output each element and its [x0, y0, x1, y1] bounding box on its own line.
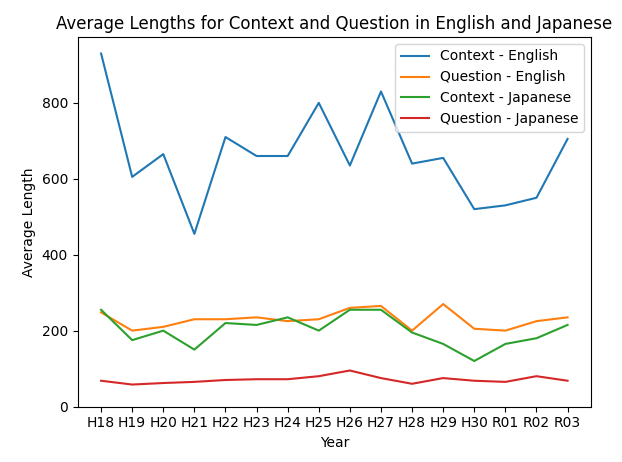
- Line: Context - English: Context - English: [101, 54, 567, 234]
- Context - Japanese: [346, 307, 353, 312]
- Question - Japanese: [408, 381, 415, 387]
- Question - Japanese: [129, 382, 136, 387]
- Question - Japanese: [97, 378, 104, 383]
- Question - Japanese: [253, 377, 260, 382]
- Question - Japanese: [532, 373, 540, 379]
- Question - Japanese: [377, 375, 384, 381]
- Question - Japanese: [501, 379, 509, 385]
- Line: Question - English: Question - English: [101, 304, 567, 331]
- Question - Japanese: [564, 378, 571, 383]
- Context - English: [253, 153, 260, 159]
- Context - Japanese: [408, 330, 415, 335]
- Question - English: [408, 328, 415, 334]
- Context - English: [190, 231, 198, 237]
- Context - Japanese: [97, 307, 104, 312]
- Question - English: [97, 310, 104, 315]
- Context - English: [501, 203, 509, 208]
- Question - Japanese: [221, 377, 229, 383]
- X-axis label: Year: Year: [320, 436, 349, 450]
- Context - English: [159, 152, 167, 157]
- Question - Japanese: [284, 377, 291, 382]
- Context - Japanese: [159, 328, 167, 334]
- Context - Japanese: [221, 320, 229, 326]
- Context - English: [564, 136, 571, 142]
- Question - English: [253, 315, 260, 320]
- Context - English: [97, 51, 104, 56]
- Title: Average Lengths for Context and Question in English and Japanese: Average Lengths for Context and Question…: [56, 15, 613, 33]
- Context - Japanese: [129, 337, 136, 343]
- Question - Japanese: [439, 375, 447, 381]
- Context - Japanese: [501, 341, 509, 346]
- Context - English: [408, 161, 415, 166]
- Question - Japanese: [315, 373, 322, 379]
- Context - Japanese: [315, 328, 322, 334]
- Question - English: [439, 301, 447, 307]
- Question - English: [501, 328, 509, 334]
- Context - Japanese: [564, 322, 571, 328]
- Context - Japanese: [284, 315, 291, 320]
- Question - English: [346, 305, 353, 310]
- Context - English: [221, 134, 229, 140]
- Context - English: [284, 153, 291, 159]
- Line: Question - Japanese: Question - Japanese: [101, 371, 567, 384]
- Question - Japanese: [159, 380, 167, 386]
- Context - English: [129, 174, 136, 180]
- Context - English: [315, 100, 322, 106]
- Context - Japanese: [377, 307, 384, 312]
- Context - Japanese: [253, 322, 260, 328]
- Context - English: [532, 195, 540, 201]
- Context - English: [470, 207, 478, 212]
- Line: Context - Japanese: Context - Japanese: [101, 310, 567, 361]
- Question - English: [284, 318, 291, 324]
- Context - Japanese: [439, 341, 447, 346]
- Question - English: [377, 303, 384, 309]
- Question - English: [159, 324, 167, 329]
- Question - English: [470, 326, 478, 332]
- Question - English: [564, 315, 571, 320]
- Question - Japanese: [346, 368, 353, 373]
- Question - English: [221, 316, 229, 322]
- Context - English: [346, 163, 353, 168]
- Legend: Context - English, Question - English, Context - Japanese, Question - Japanese: Context - English, Question - English, C…: [396, 44, 584, 132]
- Context - English: [439, 155, 447, 161]
- Question - English: [190, 316, 198, 322]
- Context - Japanese: [532, 335, 540, 341]
- Question - English: [532, 318, 540, 324]
- Question - Japanese: [470, 378, 478, 383]
- Context - English: [377, 89, 384, 94]
- Question - Japanese: [190, 379, 198, 385]
- Context - Japanese: [190, 347, 198, 353]
- Context - Japanese: [470, 358, 478, 364]
- Question - English: [315, 316, 322, 322]
- Question - English: [129, 328, 136, 334]
- Y-axis label: Average Length: Average Length: [22, 167, 36, 277]
